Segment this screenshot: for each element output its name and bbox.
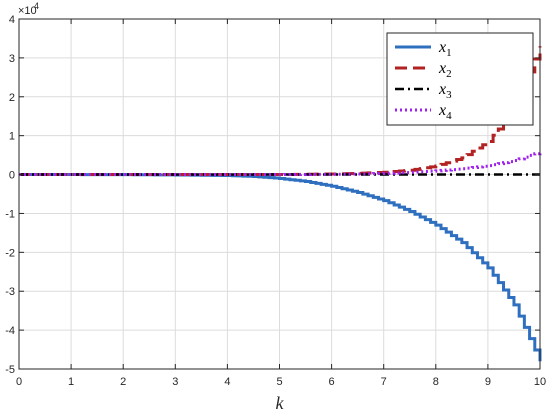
y-tick-label: 0 <box>9 170 15 182</box>
y-exponent: ×10 4 <box>18 1 39 17</box>
legend-label-2: x2 <box>438 60 452 80</box>
series-line-4 <box>19 152 542 177</box>
series-group <box>19 46 542 362</box>
y-tick-label: -3 <box>5 286 15 298</box>
y-tick-label: -5 <box>5 364 15 376</box>
y-tick-label: -1 <box>5 208 15 220</box>
y-exponent-power: 4 <box>34 1 39 11</box>
x-axis-label: k <box>276 393 285 413</box>
y-exponent-base: ×10 <box>18 5 37 17</box>
x-tick-label: 5 <box>276 376 282 388</box>
y-tick-label: 1 <box>9 131 15 143</box>
x-tick-label: 10 <box>534 376 546 388</box>
ticks: 0 1 2 3 4 5 6 7 8 9 10 -5 -4 -3 -2 -1 0 1 2 3 4 <box>5 14 546 388</box>
x-tick-label: 0 <box>16 376 22 388</box>
legend-label-4: x4 <box>438 102 452 122</box>
y-tick-label: -4 <box>5 325 15 337</box>
x-tick-label: 3 <box>172 376 178 388</box>
x-tick-label: 2 <box>120 376 126 388</box>
y-tick-label: -2 <box>5 247 15 259</box>
legend-label-3: x3 <box>438 81 452 101</box>
y-tick-label: 2 <box>9 92 15 104</box>
y-tick-label: 3 <box>9 53 15 65</box>
legend-label-1: x1 <box>438 39 452 59</box>
y-tick-label: 4 <box>9 14 15 26</box>
x-tick-label: 9 <box>485 376 491 388</box>
x-tick-label: 8 <box>433 376 439 388</box>
x-tick-label: 1 <box>68 376 74 388</box>
x-tick-label: 6 <box>329 376 335 388</box>
x-tick-label: 7 <box>381 376 387 388</box>
x-tick-label: 4 <box>224 376 230 388</box>
